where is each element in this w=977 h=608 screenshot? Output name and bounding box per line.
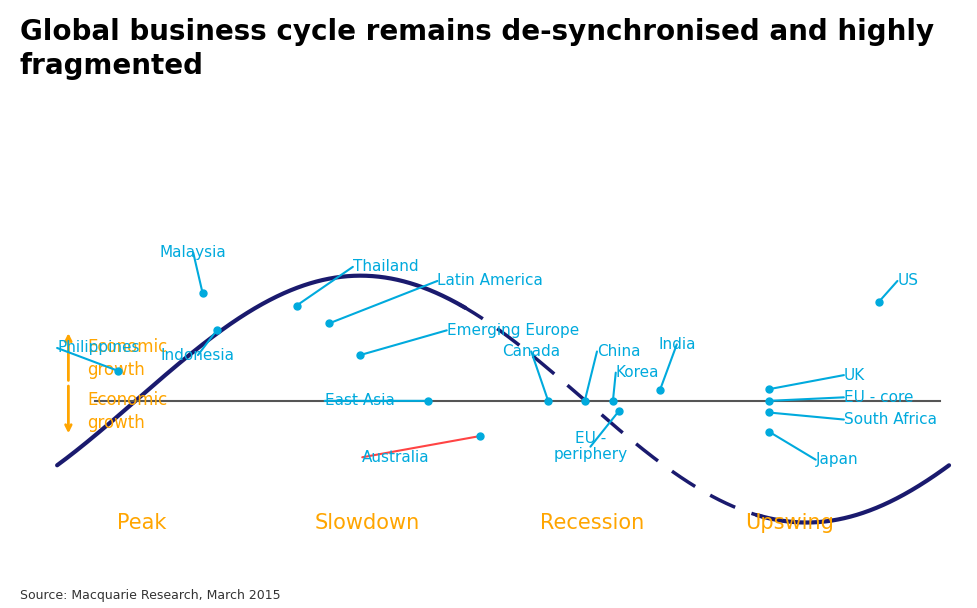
Text: Australia: Australia <box>361 450 430 465</box>
Text: Canada: Canada <box>501 344 560 359</box>
Text: East Asia: East Asia <box>324 393 394 409</box>
Text: Global business cycle remains de-synchronised and highly
fragmented: Global business cycle remains de-synchro… <box>20 18 933 80</box>
Text: Economic
growth: Economic growth <box>87 339 167 379</box>
Text: Malaysia: Malaysia <box>159 245 227 260</box>
Text: EU -
periphery: EU - periphery <box>553 431 627 462</box>
Text: Thailand: Thailand <box>353 260 418 274</box>
Text: EU - core: EU - core <box>843 390 913 405</box>
Text: India: India <box>658 337 695 352</box>
Text: Peak: Peak <box>117 513 166 533</box>
Text: Source: Macquarie Research, March 2015: Source: Macquarie Research, March 2015 <box>20 589 279 602</box>
Text: Philippines: Philippines <box>57 340 140 356</box>
Text: Emerging Europe: Emerging Europe <box>446 323 578 338</box>
Text: South Africa: South Africa <box>843 412 936 427</box>
Text: Korea: Korea <box>616 365 658 380</box>
Text: Economic
growth: Economic growth <box>87 392 167 432</box>
Text: China: China <box>596 344 640 359</box>
Text: Slowdown: Slowdown <box>314 513 419 533</box>
Text: Upswing: Upswing <box>744 513 833 533</box>
Text: Recession: Recession <box>539 513 644 533</box>
Text: UK: UK <box>843 368 865 382</box>
Text: Indonesia: Indonesia <box>161 348 234 362</box>
Text: Latin America: Latin America <box>437 274 542 288</box>
Text: US: US <box>897 274 917 288</box>
Text: Japan: Japan <box>815 452 858 467</box>
